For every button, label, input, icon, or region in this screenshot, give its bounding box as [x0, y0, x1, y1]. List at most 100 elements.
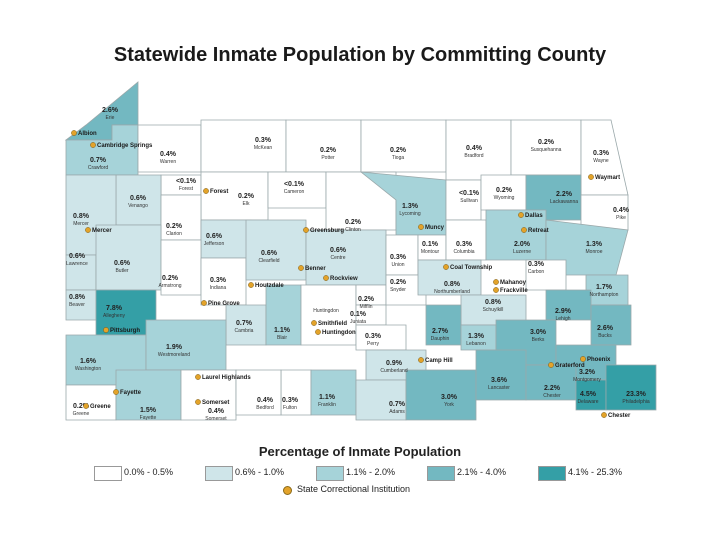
- county-pct-franklin: 1.1%: [319, 394, 336, 401]
- county-pct-montgomery: 3.2%: [579, 369, 596, 376]
- institution-marker-houtzdale: [248, 282, 254, 288]
- county-lancaster: [475, 349, 527, 401]
- county-name-washington: Washington: [75, 366, 101, 372]
- legend-swatch-3: [316, 466, 344, 481]
- county-pct-monroe: 1.3%: [586, 241, 603, 248]
- county-pct-mercer: 0.8%: [73, 213, 90, 220]
- institution-marker-somerset: [195, 399, 201, 405]
- county-name-erie: Erie: [106, 115, 115, 121]
- county-name-lawrence: Lawrence: [66, 261, 88, 267]
- county-pct-cambria: 0.7%: [236, 320, 253, 327]
- pennsylvania-county-map: 2.6% Erie 0.7% Crawford 0.4% Warren 0.3% McKean…: [56, 80, 666, 430]
- county-pct-crawford: 0.7%: [90, 157, 107, 164]
- legend-label-3: 1.1% - 2.0%: [346, 467, 396, 477]
- county-york: [405, 369, 477, 421]
- county-name-lycoming: Lycoming: [399, 211, 420, 217]
- county-name-chester: Chester: [543, 393, 561, 399]
- county-pct-indiana: 0.3%: [210, 277, 227, 284]
- map-svg: 2.6%Erie0.7%Crawford0.4%Warren0.3%McKean…: [64, 81, 657, 422]
- county-pct-bedford: 0.4%: [257, 397, 274, 404]
- legend-swatch-1: [94, 466, 122, 481]
- county-pct-northampton: 1.7%: [596, 284, 613, 291]
- institution-marker-laurel-highlands: [195, 374, 201, 380]
- county-pct-jefferson: 0.6%: [206, 233, 223, 240]
- county-name-lackawanna: Lackawanna: [550, 199, 578, 205]
- institution-marker-phoenix: [580, 356, 586, 362]
- county-name-montgomery: Montgomery: [573, 377, 601, 383]
- county-pct-york: 3.0%: [441, 394, 458, 401]
- legend-label-5: 4.1% - 25.3%: [568, 467, 623, 477]
- institution-label-forest: Forest: [210, 189, 228, 195]
- county-name-crawford: Crawford: [88, 165, 109, 171]
- institution-label-greene: Greene: [90, 404, 111, 410]
- county-westmoreland: [145, 319, 227, 371]
- county-name-luzerne: Luzerne: [513, 249, 531, 255]
- county-pct-philadelphia: 23.3%: [626, 391, 647, 398]
- county-name-bedford: Bedford: [256, 405, 274, 411]
- institution-marker-coal-township: [443, 264, 449, 270]
- county-name-lancaster: Lancaster: [488, 385, 510, 391]
- county-pct-berks: 3.0%: [530, 329, 547, 336]
- county-name-clarion: Clarion: [166, 231, 182, 237]
- county-pct-venango: 0.6%: [130, 195, 147, 202]
- institution-label-frackville: Frackville: [500, 288, 528, 294]
- county-name-columbia: Columbia: [453, 249, 474, 255]
- institution-label-laurel-highlands: Laurel Highlands: [202, 375, 251, 381]
- institution-marker-pittsburgh: [103, 327, 109, 333]
- institution-label-somerset: Somerset: [202, 400, 229, 406]
- county-name-montour: Montour: [421, 249, 440, 255]
- county-bucks: [590, 304, 632, 346]
- county-pct-adams: 0.7%: [389, 401, 406, 408]
- county-name-delaware: Delaware: [577, 399, 598, 405]
- county-name-armstrong: Armstrong: [158, 283, 181, 289]
- institution-marker-dallas: [518, 212, 524, 218]
- county-butler: [95, 224, 162, 291]
- county-pct-columbia: 0.3%: [456, 241, 473, 248]
- county-name-centre: Centre: [330, 255, 345, 261]
- institution-marker-huntingdon: [315, 329, 321, 335]
- county-name-sullivan: Sullivan: [460, 198, 478, 204]
- county-name-pike: Pike: [616, 215, 626, 221]
- institution-label-rockview: Rockview: [330, 276, 358, 282]
- county-pct-luzerne: 2.0%: [514, 241, 531, 248]
- county-pct-clearfield: 0.6%: [261, 250, 278, 257]
- institution-marker-albion: [71, 130, 77, 136]
- county-pct-cumberland: 0.9%: [386, 360, 403, 367]
- institution-label-mercer: Mercer: [92, 228, 112, 234]
- county-pct-northumberland: 0.8%: [444, 281, 461, 288]
- county-name-perry: Perry: [367, 341, 379, 347]
- county-pct-wayne: 0.3%: [593, 150, 610, 157]
- county-name-berks: Berks: [532, 337, 545, 343]
- county-pct-sullivan: <0.1%: [459, 190, 480, 197]
- county-name-northampton: Northampton: [590, 292, 619, 298]
- institution-label-waymart: Waymart: [595, 175, 620, 181]
- county-name-elk: Elk: [243, 201, 250, 207]
- institution-label-graterford: Graterford: [555, 363, 585, 369]
- legend-label-2: 0.6% - 1.0%: [235, 467, 285, 477]
- county-pct-blair: 1.1%: [274, 327, 291, 334]
- institution-label-coal-township: Coal Township: [450, 265, 493, 271]
- institution-label-benner: Benner: [305, 266, 326, 272]
- legend-label-1: 0.0% - 0.5%: [124, 467, 174, 477]
- legend-label-4: 2.1% - 4.0%: [457, 467, 507, 477]
- county-name-blair: Blair: [277, 335, 287, 341]
- county-name-mifflin: Mifflin: [360, 304, 373, 310]
- institution-label-greensburg: Greensburg: [310, 228, 344, 234]
- county-pct-elk: 0.2%: [238, 193, 255, 200]
- county-name-northumberland: Northumberland: [434, 289, 470, 295]
- county-name-wyoming: Wyoming: [494, 195, 515, 201]
- legend-swatch-5: [538, 466, 566, 481]
- county-pct-mifflin: 0.2%: [358, 296, 375, 303]
- legend: Percentage of Inmate Population 0.0% - 0…: [0, 444, 720, 504]
- institution-label-pittsburgh: Pittsburgh: [110, 328, 140, 334]
- county-name-cameron: Cameron: [284, 189, 305, 195]
- legend-swatch-2: [205, 466, 233, 481]
- county-name-greene: Greene: [73, 411, 90, 417]
- county-elk: [200, 171, 269, 221]
- county-perry: [355, 324, 407, 351]
- institution-marker-benner: [298, 265, 304, 271]
- county-pct-carbon: 0.3%: [528, 261, 545, 268]
- county-name-allegheny: Allegheny: [103, 313, 125, 319]
- county-name-somerset: Somerset: [205, 416, 227, 422]
- map-title: Statewide Inmate Population by Committin…: [113, 44, 607, 66]
